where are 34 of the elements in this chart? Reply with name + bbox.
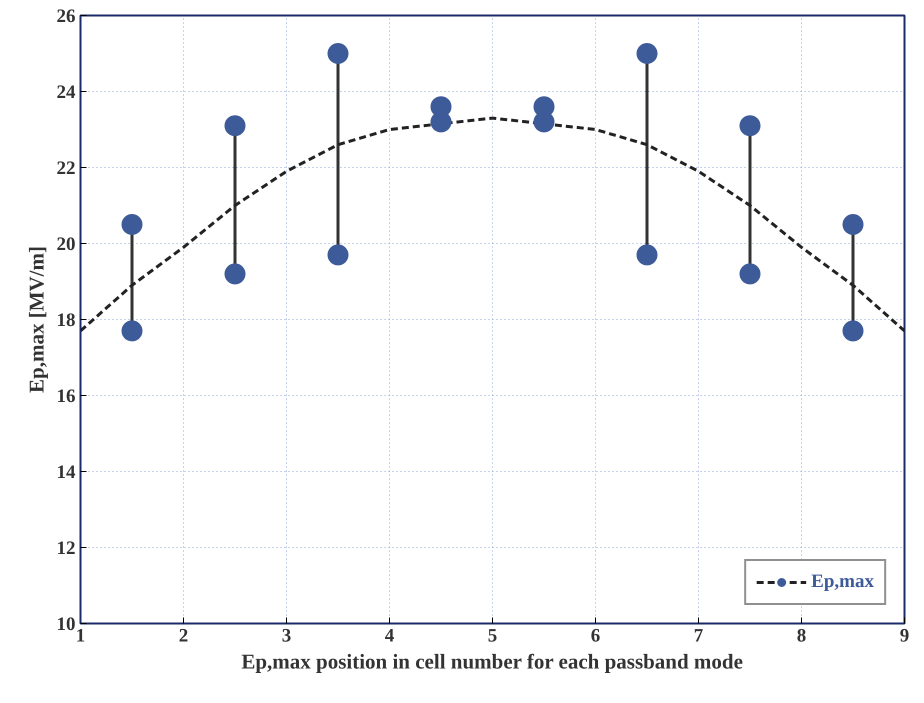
point: [224, 263, 246, 284]
y-tick-label: 10: [56, 614, 76, 635]
x-tick-label: 7: [694, 626, 704, 646]
y-tick-label: 26: [56, 6, 76, 27]
y-tick-label: 22: [56, 158, 76, 179]
legend-label: Ep,max: [811, 571, 874, 593]
point: [636, 244, 658, 266]
x-tick-label: 8: [796, 626, 806, 646]
x-tick-label: 5: [488, 626, 498, 646]
x-axis-title: Ep,max position in cell number for each passband mode: [241, 650, 743, 674]
y-axis-title: Ep,max [MV/m]: [24, 246, 48, 393]
point: [842, 214, 864, 235]
y-tick-label: 18: [56, 310, 76, 331]
x-tick-label: 3: [282, 626, 292, 646]
y-tick-label: 24: [56, 82, 76, 103]
point: [122, 214, 142, 235]
point: [740, 263, 760, 284]
point: [842, 320, 864, 342]
y-tick-label: 12: [56, 538, 76, 559]
point: [328, 43, 348, 64]
x-tick-label: 9: [900, 626, 910, 646]
x-tick-label: 4: [384, 626, 395, 646]
point: [636, 43, 658, 64]
point: [224, 115, 246, 136]
y-tick-label: 16: [56, 386, 76, 407]
x-tick-label: 1: [76, 626, 86, 646]
x-tick-label: 6: [590, 626, 600, 646]
x-tick-label: 2: [178, 626, 188, 646]
point: [740, 115, 760, 136]
point: [328, 244, 348, 266]
y-tick-label: 20: [56, 234, 76, 255]
point: [122, 320, 142, 342]
y-tick-label: 14: [56, 462, 76, 483]
line-series: [80, 116, 904, 332]
